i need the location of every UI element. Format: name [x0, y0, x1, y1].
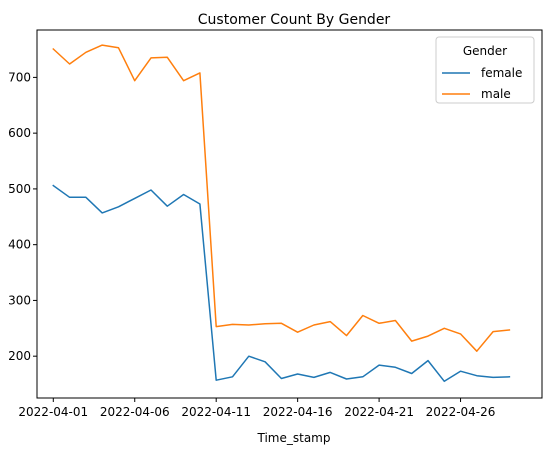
x-axis: 2022-04-01 2022-04-06 2022-04-11 2022-04-16…: [18, 398, 495, 419]
plot-frame: [36, 29, 543, 399]
legend-box: [435, 36, 535, 104]
y-tick-label: 600: [8, 126, 31, 140]
y-tick-label: 300: [8, 293, 31, 307]
y-tick-label: 400: [8, 238, 31, 252]
x-tick-label: 2022-04-16: [263, 405, 333, 419]
legend-items: female male: [442, 66, 522, 101]
series-line-male: [52, 44, 511, 352]
y-tick-label: 200: [8, 349, 31, 363]
y-axis: 200 300 400 500 600 700: [8, 70, 37, 363]
x-axis-label: Time_stamp: [257, 431, 331, 445]
legend-label: male: [481, 87, 511, 101]
y-tick-label: 700: [8, 70, 31, 84]
legend-title: Gender: [463, 44, 507, 58]
series-layer: [52, 44, 511, 383]
legend-label: female: [481, 66, 522, 80]
series-line-female: [52, 184, 511, 383]
x-tick-label: 2022-04-06: [100, 405, 170, 419]
x-tick-label: 2022-04-26: [426, 405, 496, 419]
y-tick-label: 500: [8, 182, 31, 196]
x-tick-label: 2022-04-21: [344, 405, 414, 419]
x-tick-label: 2022-04-11: [181, 405, 251, 419]
x-tick-label: 2022-04-01: [18, 405, 88, 419]
chart-title: Customer Count By Gender: [198, 12, 391, 28]
legend: Gender female male: [435, 36, 535, 104]
